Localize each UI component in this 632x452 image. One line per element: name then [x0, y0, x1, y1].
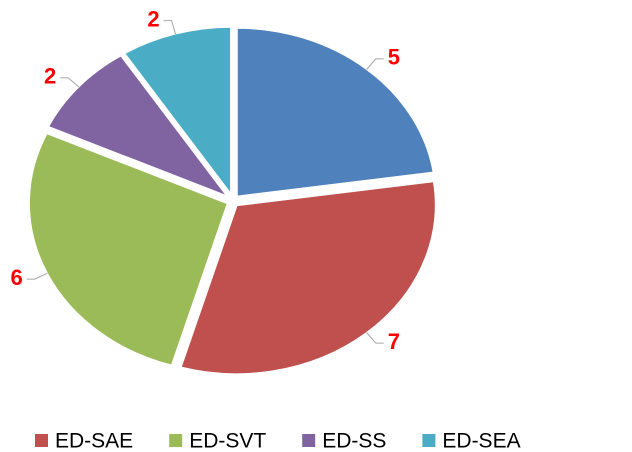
leader-line — [60, 77, 80, 88]
value-label: 2 — [147, 6, 159, 31]
leader-line — [26, 272, 48, 280]
legend-label: ED-SEA — [442, 430, 520, 452]
value-label: 7 — [388, 329, 400, 354]
legend-swatch — [35, 434, 48, 447]
legend-swatch — [302, 434, 316, 447]
value-label: 2 — [44, 64, 56, 89]
leader-line — [366, 332, 384, 344]
value-label: 5 — [388, 45, 400, 70]
legend-swatch — [422, 434, 436, 447]
legend-label: ED-SS — [322, 430, 386, 452]
leader-line — [163, 20, 177, 35]
legend-label: ED-SAE — [55, 430, 133, 452]
pie-slice — [234, 25, 436, 199]
legend-label: ED-SVT — [189, 430, 266, 452]
legend-swatch — [169, 434, 183, 447]
leader-line — [366, 58, 384, 70]
value-label: 6 — [10, 265, 22, 290]
